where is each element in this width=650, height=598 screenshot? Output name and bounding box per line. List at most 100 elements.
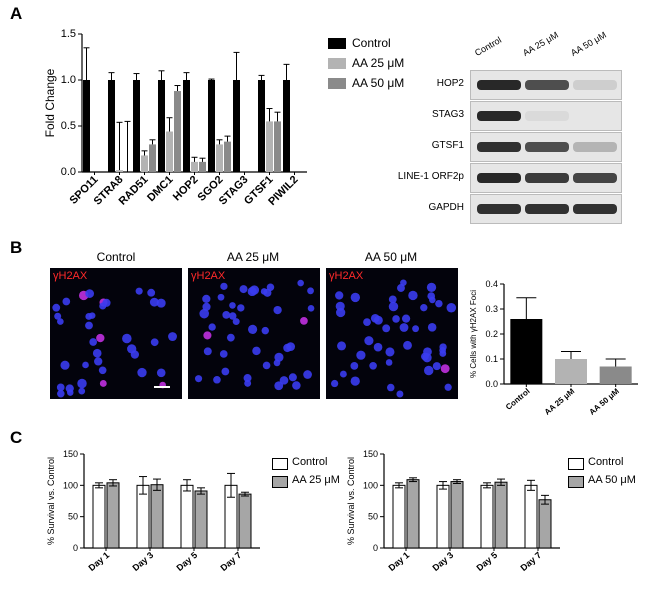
bar-aa-50-m-value [599,366,632,384]
western-blot: Control AA 25 μM AA 50 μM HOP2 STAG3 GTSF1 LIN… [398,30,650,250]
x-tick-label: Day 7 [518,550,543,573]
blot-band [477,204,521,214]
survival-legend-aa25: Control AA 25 μM [272,456,362,496]
nucleus [229,302,236,309]
legend-label-control: Control [292,456,328,468]
nucleus [427,292,436,300]
bar-spo11-control [83,80,90,172]
legend-label-aa25: AA 25 μM [352,56,405,70]
gh2ax-positive-nucleus [300,316,308,325]
legend-label-control: Control [588,456,624,468]
nucleus [89,338,98,346]
nucleus [397,284,405,292]
nucleus [292,381,301,390]
scale-bar [154,386,170,388]
bar-sgo2-aa-50-m [224,141,231,172]
nucleus [388,295,397,304]
blot-band [525,173,569,183]
bar-stag3-control [233,80,240,172]
bar-day-5-aa-25-m [194,490,208,549]
nucleus [262,361,271,370]
y-tick-label: 100 [363,480,378,490]
micro-title-aa25: AA 25 μM [226,250,280,264]
blot-band [573,80,617,90]
y-tick-label: 100 [63,480,78,490]
legend-label-control: Control [352,36,391,50]
nucleus [420,303,428,312]
nucleus [266,283,275,292]
blot-band [525,142,569,152]
bar-day-1-control [392,484,406,549]
blot-strip-stag3 [470,101,622,131]
survival-legend-aa50: Control AA 50 μM [568,456,648,496]
nucleus [78,387,86,395]
bar-hop2-aa-50-m [199,161,206,172]
bar-control-value [510,319,543,384]
nucleus [339,370,347,378]
nuclei-layer [331,279,457,398]
nucleus [385,347,395,357]
x-tick-label: Day 5 [174,550,199,573]
blot-band [573,204,617,214]
y-tick-label: 0.0 [61,166,76,178]
nucleus [382,324,391,333]
legend-label-aa50: AA 50 μM [352,76,405,90]
x-tick-label: Day 3 [130,550,155,573]
nucleus [297,279,304,287]
nucleus [219,350,228,358]
bar-hop2-aa-25-m [191,161,198,172]
nucleus [307,287,314,295]
gh2ax-positive-nucleus [99,380,107,387]
nucleus [249,285,260,295]
y-tick-label: 1.5 [61,28,76,40]
nucleus [226,333,235,342]
x-tick-label: Control [504,387,532,412]
nucleus [444,383,452,391]
nucleus [168,332,177,342]
micrograph-aa50: γH2AX [326,268,458,399]
survival-chart-aa25: 0 50 100 150 % Survival vs. Control Day 1 Day … [46,449,260,573]
legend-swatch-aa50 [568,476,584,488]
nucleus [56,383,65,392]
nucleus [432,362,441,371]
nucleus [221,367,230,376]
nucleus [403,340,412,350]
nucleus [435,299,443,308]
nucleus [303,370,312,379]
nucleus [149,297,159,307]
x-tick-label: Day 1 [386,550,411,573]
nucleus [337,341,347,351]
nucleus [422,353,432,363]
bar-piwil2-control [283,80,290,172]
bar-sgo2-control [208,80,215,172]
blot-band [477,111,521,121]
y-tick-label: 0.2 [485,329,498,339]
nucleus [156,368,166,378]
gh2ax-foci-chart: 0.0 0.1 0.2 0.3 0.4 % Cells with γH2AX Foci Co… [469,279,638,417]
nucleus [77,378,87,389]
micro-title-aa50: AA 50 μM [364,250,418,264]
nucleus [194,375,203,383]
blot-column-control: Control [473,34,504,58]
nucleus [228,312,237,320]
nuclei-layer [194,279,315,391]
gh2ax-positive-nucleus [96,333,105,343]
nucleus [130,350,140,359]
blot-band [525,80,569,90]
y-tick-label: 0.1 [485,354,498,364]
legend-swatch-aa25 [272,476,288,488]
blot-strip-gapdh [470,194,622,224]
nucleus [243,374,252,383]
stain-label: γH2AX [191,270,226,282]
bar-day-3-control [136,484,150,549]
nucleus [283,343,292,353]
y-tick-label: 50 [68,512,78,522]
legend-label-aa25: AA 25 μM [292,474,340,486]
nucleus [274,381,284,391]
nucleus [363,318,371,327]
nucleus [288,373,297,382]
nucleus [62,297,71,306]
panel-label-c: C [10,428,23,447]
micrograph-control: γH2AX [50,268,182,399]
nucleus [386,383,395,392]
